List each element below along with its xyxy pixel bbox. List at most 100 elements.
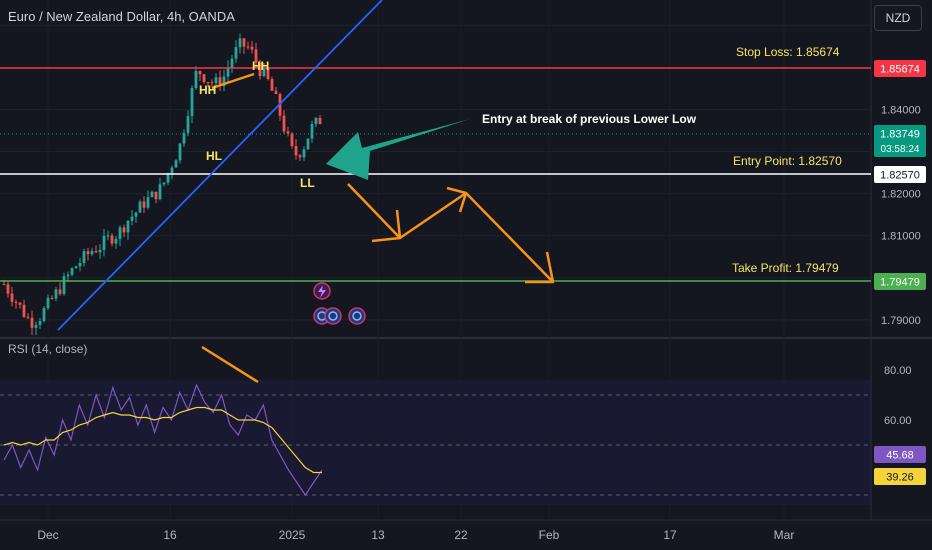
take-profit-badge [874, 273, 926, 290]
candle-body [114, 238, 118, 244]
candle-body [294, 146, 298, 156]
rsi-tick-label: 80.00 [884, 365, 912, 377]
candle-body [70, 268, 74, 275]
candle-body [110, 235, 114, 244]
candle-body [258, 62, 262, 77]
candle-body [62, 276, 66, 294]
candle-body [226, 67, 230, 77]
time-tick-label: Mar [774, 528, 795, 542]
candle-body [10, 293, 14, 302]
gear-icon [352, 311, 362, 321]
hl-label: HL [206, 149, 222, 163]
candle-body [98, 249, 102, 253]
current-price-text: 1.83749 [880, 129, 920, 141]
candle-body [134, 212, 138, 217]
candle-body [218, 77, 222, 86]
candle-body [174, 160, 178, 168]
candle-body [86, 251, 90, 255]
candle-body [6, 284, 10, 294]
take-profit-label: Take Profit: 1.79479 [732, 261, 839, 275]
candle-body [266, 67, 270, 79]
candle-body [314, 117, 318, 125]
candle-body [130, 216, 134, 221]
candle-body [18, 302, 22, 305]
candle-body [74, 266, 78, 269]
candle-body [50, 297, 54, 299]
candle-body [146, 197, 150, 208]
candle-body [94, 251, 98, 253]
candle-body [102, 236, 106, 250]
ll-label: LL [300, 176, 315, 190]
candle-body [150, 191, 154, 198]
candle-body [46, 297, 50, 309]
candle-body [122, 227, 126, 233]
candle-body [106, 235, 110, 237]
stop-loss-badge [874, 60, 926, 77]
candle-body [14, 301, 18, 303]
candle-body [138, 201, 142, 213]
lightning-icon [318, 285, 326, 298]
candle-body [286, 131, 290, 134]
candle-body [202, 74, 206, 83]
candle-body [274, 90, 278, 94]
candle-body [26, 316, 30, 318]
candle-body [262, 67, 266, 77]
symbol-title[interactable]: Euro / New Zealand Dollar, 4h, OANDA [8, 9, 235, 24]
candle-body [2, 284, 6, 286]
time-tick-label: 2025 [279, 528, 306, 542]
candle-body [42, 308, 46, 322]
rsi-band-background [0, 380, 871, 505]
projection-arrowhead-2 [446, 186, 468, 213]
candle-body [178, 143, 182, 161]
gear-icon [328, 311, 338, 321]
time-axis: Dec 16 2025 13 22 Feb 17 Mar [37, 528, 794, 542]
projection-path[interactable] [347, 183, 554, 283]
hh-label-2: HH [252, 59, 269, 73]
candle-body [22, 304, 26, 317]
entry-note-arrow[interactable] [326, 119, 470, 180]
take-profit-badge-text: 1.79479 [880, 277, 920, 289]
candle-body [190, 87, 194, 117]
candle-body [254, 49, 258, 63]
currency-button[interactable]: NZD [874, 5, 922, 31]
time-tick-label: Feb [539, 528, 560, 542]
rsi-indicator-label[interactable]: RSI (14, close) [8, 342, 88, 356]
rsi-value-text: 45.68 [886, 450, 914, 462]
entry-badge [874, 166, 926, 183]
candle-body [246, 46, 250, 48]
candle-body [30, 317, 34, 328]
rsi-divergence-line[interactable] [201, 345, 259, 384]
price-tick-label: 1.82000 [881, 189, 921, 201]
economic-event-icon-2[interactable] [324, 307, 342, 325]
candle-body [230, 58, 234, 68]
candle-body [198, 71, 202, 75]
price-tick-label: 1.84000 [881, 104, 921, 116]
current-price-badge [874, 125, 926, 157]
stop-loss-label: Stop Loss: 1.85674 [736, 45, 840, 59]
candle-body [298, 155, 302, 158]
entry-note-text: Entry at break of previous Lower Low [482, 112, 697, 126]
candle-body [234, 47, 238, 59]
candle-body [310, 124, 314, 139]
candle-body [170, 167, 174, 174]
economic-event-icon-3[interactable] [348, 307, 366, 325]
candle-body [282, 115, 286, 132]
candle-body [210, 82, 214, 84]
candle-body [222, 76, 226, 86]
trend-line[interactable] [57, 0, 383, 331]
stop-loss-badge-text: 1.85674 [880, 64, 920, 76]
hh-connector-line[interactable] [211, 72, 255, 90]
time-tick-label: Dec [37, 528, 58, 542]
entry-badge-text: 1.82570 [880, 170, 920, 182]
price-tick-label: 1.81000 [881, 231, 921, 243]
candle-body [290, 133, 294, 147]
rsi-tick-label: 60.00 [884, 415, 912, 427]
candle-body [154, 191, 158, 200]
candle-body [194, 71, 198, 88]
candle-body [54, 289, 58, 299]
rsi-ma-line [3, 406, 322, 474]
candle-body [302, 149, 306, 158]
candle-body [90, 251, 94, 255]
time-tick-label: 13 [371, 528, 385, 542]
